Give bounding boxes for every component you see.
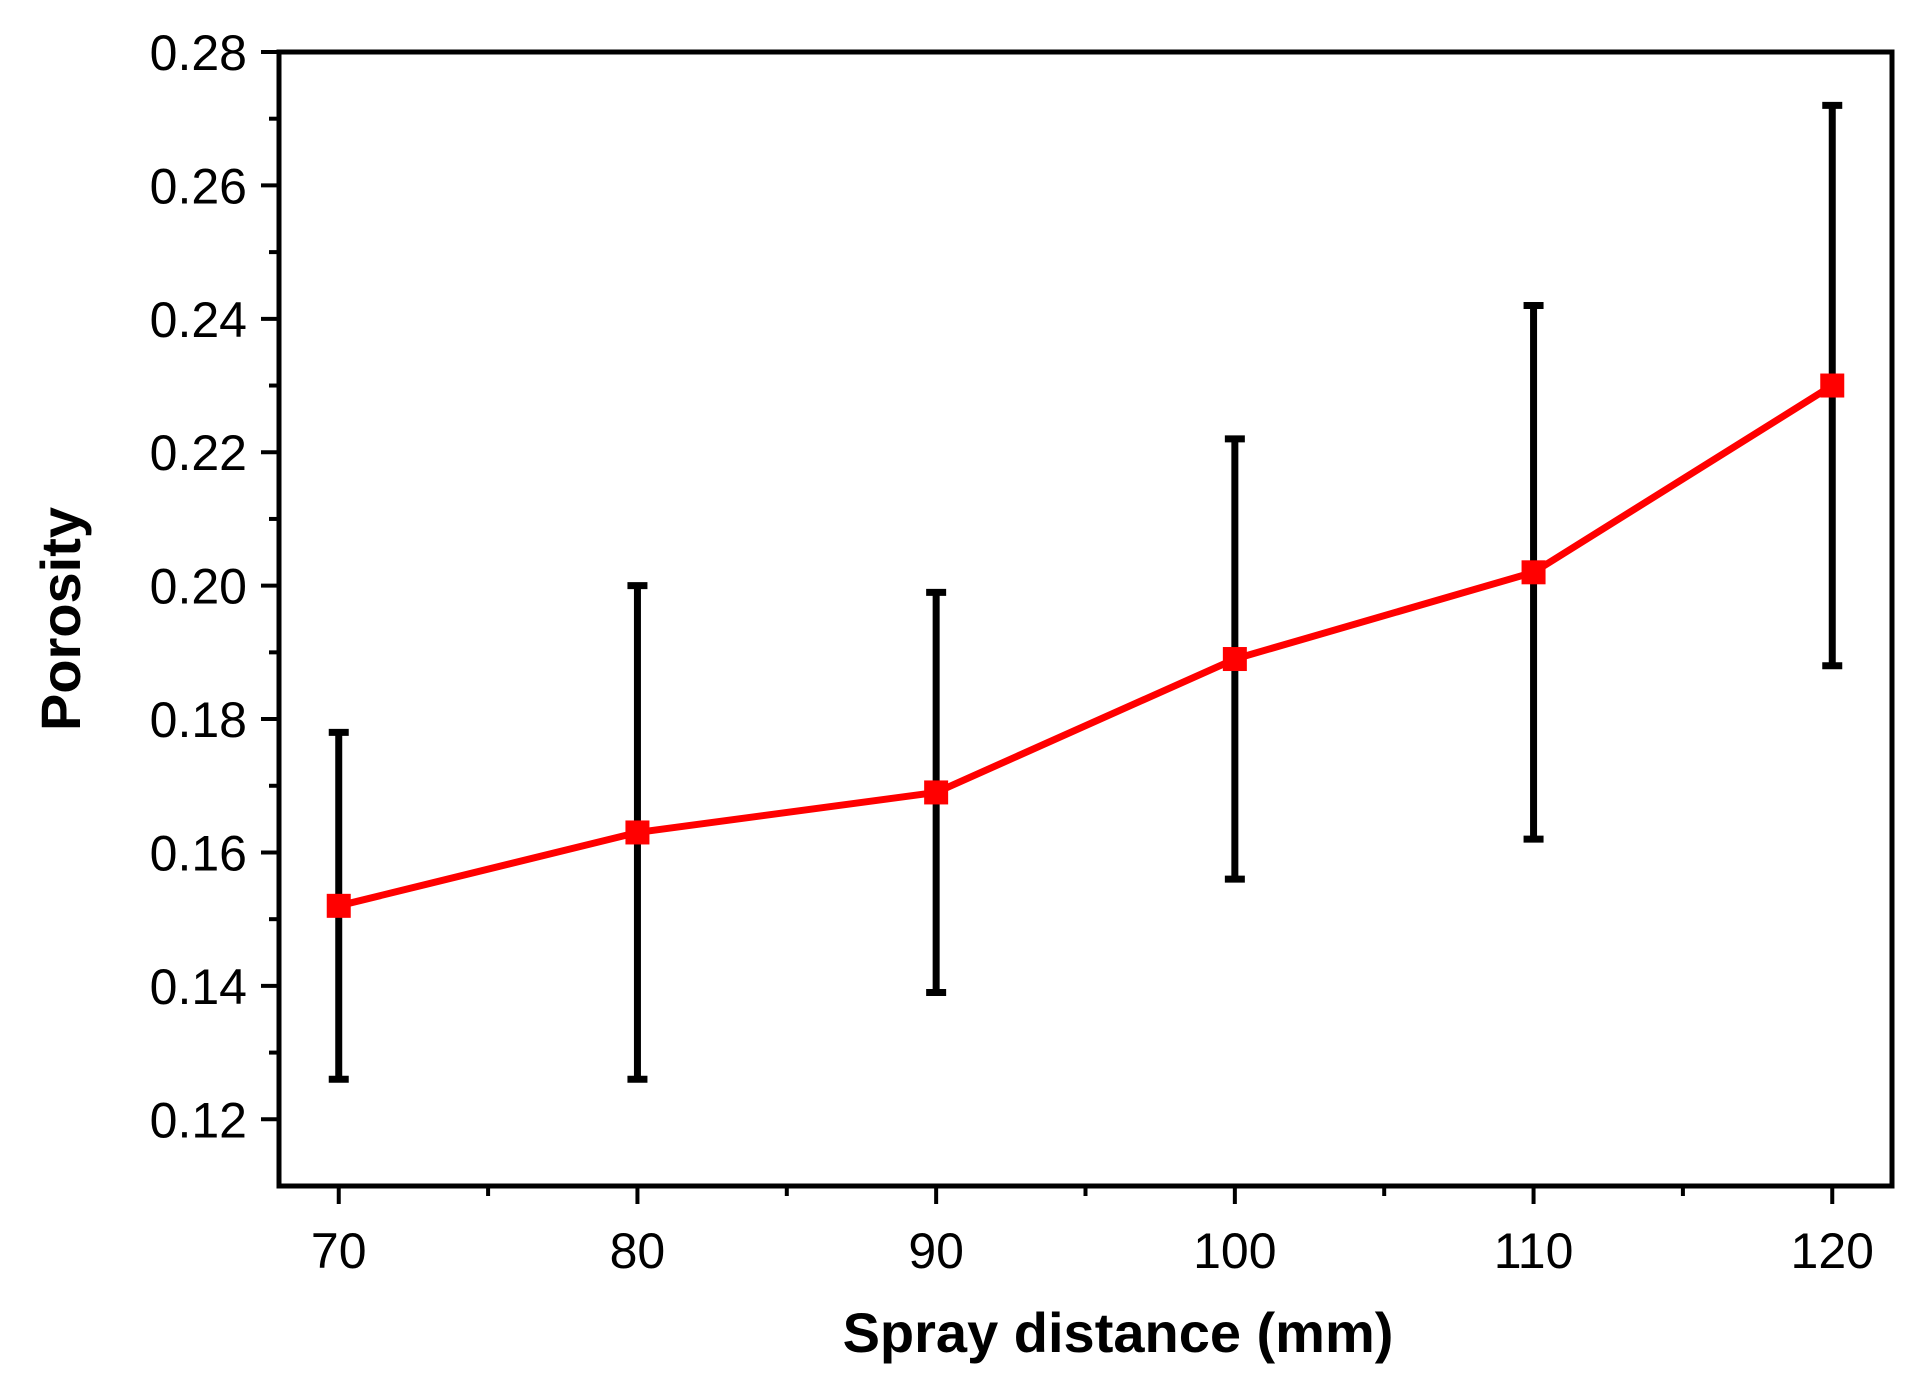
data-point-marker [1521, 560, 1546, 585]
series-line-group [337, 382, 1835, 910]
x-tick-label: 70 [311, 1223, 367, 1279]
y-tick-label: 0.22 [150, 425, 247, 481]
data-point-marker [625, 820, 650, 845]
y-tick-label: 0.18 [150, 692, 247, 748]
y-tick-label: 0.28 [150, 25, 247, 81]
data-point-marker [1222, 647, 1247, 672]
x-tick-label: 120 [1791, 1223, 1874, 1279]
y-tick-label: 0.14 [150, 959, 247, 1015]
data-point-marker [924, 780, 949, 805]
tick-labels: 70 80 90 100 110 120 0.12 0.14 0.16 0.18 0.20 0.22 0… [150, 25, 1874, 1279]
data-markers [326, 373, 1845, 918]
plot-frame [276, 49, 1895, 1189]
x-axis-title: Spray distance (mm) [843, 1301, 1394, 1364]
y-tick-label: 0.26 [150, 158, 247, 214]
x-tick-label: 80 [610, 1223, 666, 1279]
x-tick-label: 90 [908, 1223, 964, 1279]
data-point-marker [326, 893, 351, 918]
y-tick-label: 0.20 [150, 559, 247, 615]
y-axis-title: Porosity [29, 507, 92, 731]
x-tick-label: 110 [1494, 1223, 1574, 1279]
y-tick-label: 0.12 [150, 1092, 247, 1148]
y-tick-label: 0.24 [150, 292, 247, 348]
data-point-marker [1820, 373, 1845, 398]
y-tick-label: 0.16 [150, 825, 247, 881]
x-tick-label: 100 [1193, 1223, 1276, 1279]
axis-ticks [261, 50, 1835, 1204]
series-line [337, 382, 1835, 910]
error-bars [328, 101, 1843, 1083]
